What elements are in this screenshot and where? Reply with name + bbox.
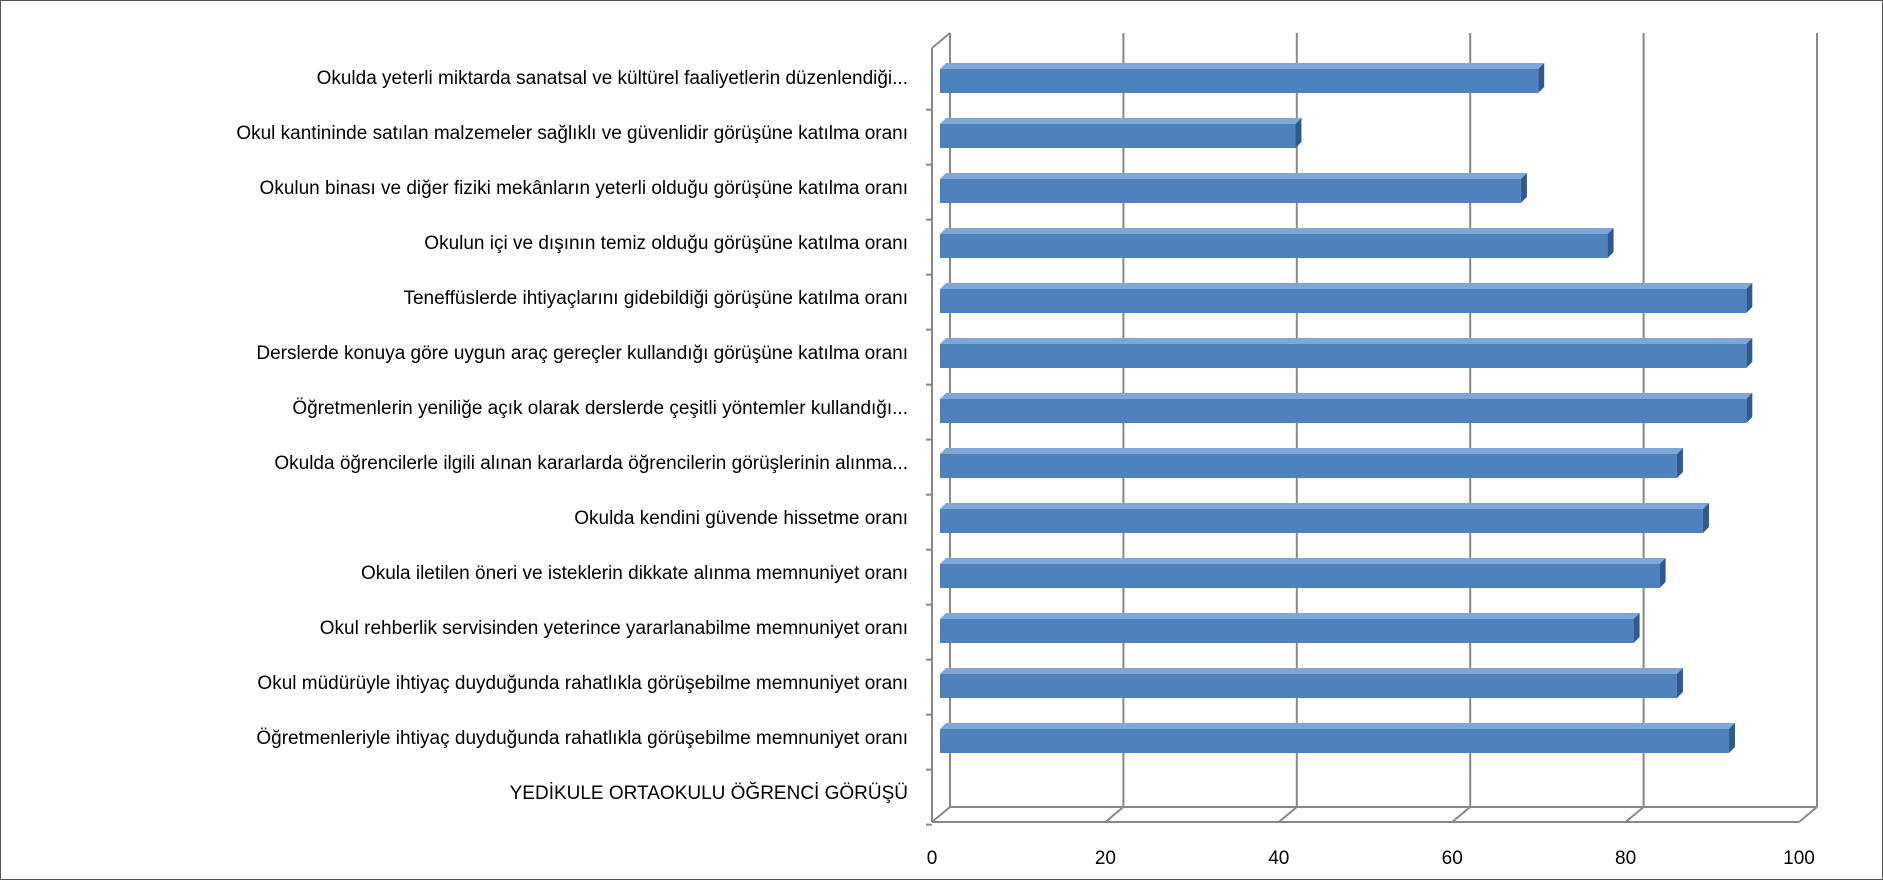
bar-side <box>1676 448 1683 478</box>
bar-side <box>1746 283 1753 313</box>
grid-floor-line <box>1278 806 1298 823</box>
bar-side <box>1607 228 1614 258</box>
bar-side <box>1728 723 1735 753</box>
bar-side <box>1676 668 1683 698</box>
bar-top <box>940 448 1683 454</box>
bar <box>940 124 1296 148</box>
bar-side <box>1633 613 1640 643</box>
bar <box>940 344 1747 368</box>
y-tick-label: Okul rehberlik servisinden yeterince yar… <box>320 618 908 639</box>
y-tick-label: Okulda öğrencilerle ilgili alınan kararl… <box>274 453 908 474</box>
bar-top <box>940 503 1709 509</box>
bar-top <box>940 173 1527 179</box>
y-tick-label: Derslerde konuya göre uygun araç gereçle… <box>256 343 908 364</box>
bar-top <box>940 723 1735 729</box>
y-tick-label: Okulun içi ve dışının temiz olduğu görüş… <box>424 233 908 254</box>
bar-side <box>1520 173 1527 203</box>
bar-top <box>940 668 1683 674</box>
bar-top <box>940 283 1753 289</box>
bar <box>940 69 1539 93</box>
bar-top <box>940 558 1666 564</box>
bar-side <box>1295 118 1302 148</box>
bar-side <box>1659 558 1666 588</box>
bar-side <box>1746 338 1753 368</box>
x-tick-label: 80 <box>1615 848 1636 869</box>
y-tick-label: Öğretmenlerin yeniliğe açık olarak dersl… <box>292 398 908 419</box>
x-tick-label: 40 <box>1268 848 1289 869</box>
bar <box>940 674 1677 698</box>
bar-side <box>1538 63 1545 93</box>
bar-top <box>940 613 1640 619</box>
bar <box>940 619 1634 643</box>
x-tick-label: 60 <box>1442 848 1463 869</box>
bar <box>940 729 1729 753</box>
y-tick-label: Okulun binası ve diğer fiziki mekânların… <box>260 178 908 199</box>
bar-top <box>940 393 1753 399</box>
bar-side <box>1746 393 1753 423</box>
x-tick-label: 0 <box>927 848 938 869</box>
y-tick-label: Okula iletilen öneri ve isteklerin dikka… <box>361 563 908 584</box>
bar <box>940 234 1608 258</box>
grid-floor-line <box>931 806 951 823</box>
y-tick-label: Okul kantininde satılan malzemeler sağlı… <box>236 123 908 144</box>
bar <box>940 509 1703 533</box>
bar-top <box>940 338 1753 344</box>
y-tick-label: YEDİKULE ORTAOKULU ÖĞRENCİ GÖRÜŞÜ <box>510 782 908 804</box>
x-tick-label: 20 <box>1095 848 1116 869</box>
bar-side <box>1702 503 1709 533</box>
y-tick-label: Okulda yeterli miktarda sanatsal ve kült… <box>317 68 908 89</box>
bar-top <box>940 228 1614 234</box>
y-tick-label: Öğretmenleriyle ihtiyaç duyduğunda rahat… <box>256 728 908 749</box>
bar <box>940 564 1660 588</box>
x-tick-label: 100 <box>1783 848 1815 869</box>
grid-floor-line <box>1798 806 1818 823</box>
bar <box>940 399 1747 423</box>
bar <box>940 454 1677 478</box>
y-tick-label: Okulda kendini güvende hissetme oranı <box>574 508 908 529</box>
bar <box>940 289 1747 313</box>
bar-top <box>940 63 1545 69</box>
grid-floor-line <box>1451 806 1471 823</box>
grid-floor-line <box>1104 806 1125 823</box>
grid-floor-line <box>1624 806 1645 823</box>
y-tick-label: Teneffüslerde ihtiyaçlarını gidebildiği … <box>403 288 908 309</box>
y-tick-label: Okul müdürüyle ihtiyaç duyduğunda rahatl… <box>257 673 908 694</box>
bar <box>940 179 1521 203</box>
side-wall-top <box>931 32 951 49</box>
bar-top <box>940 118 1302 124</box>
